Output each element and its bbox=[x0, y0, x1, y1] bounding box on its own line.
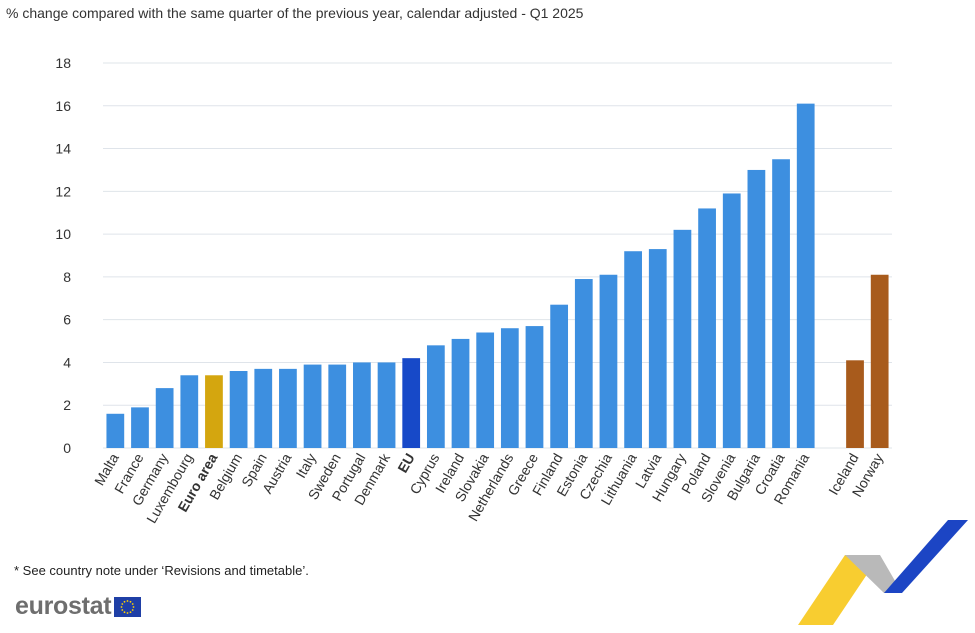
bar-slovakia[interactable] bbox=[476, 332, 495, 449]
bar-spain[interactable] bbox=[254, 368, 273, 448]
bar-bulgaria[interactable] bbox=[747, 169, 766, 448]
bar-ireland[interactable] bbox=[451, 338, 470, 448]
eurostat-swoosh-icon bbox=[798, 520, 968, 625]
flag-star bbox=[129, 600, 132, 603]
bar-euro-area[interactable] bbox=[205, 375, 223, 448]
bar-france[interactable] bbox=[131, 407, 149, 448]
brand-name: eurostat bbox=[15, 592, 112, 620]
bar-czechia[interactable] bbox=[599, 274, 618, 448]
bar-estonia[interactable] bbox=[574, 279, 593, 448]
flag-star bbox=[132, 608, 134, 611]
chart-title: % change compared with the same quarter … bbox=[6, 5, 584, 21]
y-tick-label: 14 bbox=[55, 141, 71, 157]
bar-lithuania[interactable] bbox=[624, 251, 642, 448]
bar-croatia[interactable] bbox=[772, 159, 790, 448]
y-tick-label: 4 bbox=[63, 354, 71, 370]
bar-finland[interactable] bbox=[550, 304, 569, 448]
flag-star bbox=[123, 600, 126, 603]
bar-slovenia[interactable] bbox=[722, 193, 741, 448]
y-tick-label: 12 bbox=[55, 183, 71, 199]
y-tick-label: 6 bbox=[63, 312, 71, 328]
flag-star bbox=[121, 602, 124, 605]
bar-cyprus[interactable] bbox=[426, 345, 445, 448]
bar-iceland[interactable] bbox=[846, 360, 864, 448]
bar-poland[interactable] bbox=[698, 208, 716, 448]
y-tick-label: 8 bbox=[63, 269, 71, 285]
bar-hungary[interactable] bbox=[673, 229, 692, 448]
flag-star bbox=[126, 599, 129, 602]
flag-star bbox=[121, 608, 124, 611]
bar-belgium[interactable] bbox=[229, 371, 248, 448]
y-tick-label: 0 bbox=[63, 440, 71, 456]
bar-portugal[interactable] bbox=[353, 362, 371, 448]
y-tick-label: 2 bbox=[63, 397, 71, 413]
flag-star bbox=[132, 602, 134, 605]
y-tick-label: 16 bbox=[55, 98, 71, 114]
bars bbox=[106, 103, 889, 449]
x-tick-label: EU bbox=[394, 451, 418, 476]
bar-denmark[interactable] bbox=[377, 362, 396, 448]
bar-sweden[interactable] bbox=[328, 364, 347, 448]
bar-chart: 0 2 4 6 8 10 12 14 16 18 MaltaFranceGermanyLuxemb… bbox=[55, 55, 892, 526]
bar-italy[interactable] bbox=[303, 364, 322, 448]
bar-latvia[interactable] bbox=[648, 249, 667, 448]
flag-star bbox=[132, 605, 135, 608]
bar-greece[interactable] bbox=[525, 326, 544, 448]
bar-norway[interactable] bbox=[870, 274, 889, 448]
bar-malta[interactable] bbox=[106, 413, 125, 448]
eu-flag-icon bbox=[114, 596, 142, 617]
y-axis-ticks: 0 2 4 6 8 10 12 14 16 18 bbox=[55, 55, 71, 456]
flag-star bbox=[126, 611, 129, 614]
flag-star bbox=[129, 610, 132, 613]
footnote: * See country note under ‘Revisions and … bbox=[14, 563, 309, 578]
bar-luxembourg[interactable] bbox=[180, 375, 199, 448]
flag-star bbox=[120, 605, 123, 608]
bar-romania[interactable] bbox=[796, 103, 815, 448]
eurostat-logo[interactable]: eurostat bbox=[15, 592, 142, 621]
bar-netherlands[interactable] bbox=[500, 328, 519, 448]
y-tick-label: 18 bbox=[55, 55, 71, 71]
bar-germany[interactable] bbox=[155, 388, 174, 448]
bar-austria[interactable] bbox=[279, 368, 297, 448]
bar-eu[interactable] bbox=[402, 358, 421, 448]
flag-star bbox=[123, 610, 126, 613]
y-tick-label: 10 bbox=[55, 226, 71, 242]
